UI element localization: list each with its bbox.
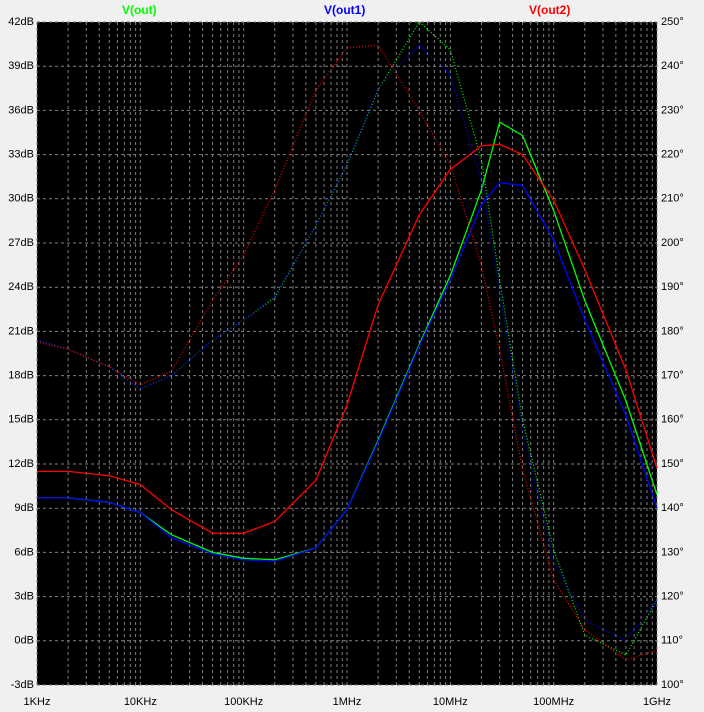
y-tick-label: 33dB <box>8 149 34 161</box>
x-tick-label: 1KHz <box>24 696 51 708</box>
y2-tick-label: 200° <box>661 237 684 249</box>
y2-tick-label: 120° <box>661 591 684 603</box>
legend-entry: V(out) <box>122 3 157 17</box>
magnitude-line <box>37 181 658 562</box>
y-tick-label: 21dB <box>8 325 34 337</box>
y-tick-label: 3dB <box>14 591 34 603</box>
y2-tick-label: 250° <box>661 16 684 28</box>
y-tick-label: 24dB <box>8 281 34 293</box>
y2-tick-label: 230° <box>661 104 684 116</box>
y2-tick-label: 220° <box>661 149 684 161</box>
y2-tick-label: 130° <box>661 546 684 558</box>
y-tick-label: 9dB <box>14 502 34 514</box>
y-tick-label: 18dB <box>8 370 34 382</box>
y2-tick-label: 170° <box>661 370 684 382</box>
y2-tick-label: 160° <box>661 414 684 426</box>
magnitude-line <box>37 143 658 534</box>
y-tick-label: 39dB <box>8 60 34 72</box>
y-tick-label: 36dB <box>8 104 34 116</box>
phase-line <box>36 44 658 642</box>
y2-tick-label: 190° <box>661 281 684 293</box>
x-tick-label: 1GHz <box>643 696 671 708</box>
y2-tick-label: 150° <box>661 458 684 470</box>
y-tick-label: 42dB <box>8 16 34 28</box>
phase-line <box>36 44 658 661</box>
y2-tick-label: 110° <box>661 635 683 647</box>
legend-entry: V(out1) <box>324 3 365 17</box>
x-tick-label: 100MHz <box>533 696 574 708</box>
x-tick-label: 10KHz <box>124 696 157 708</box>
y-tick-label: 0dB <box>14 635 34 647</box>
y2-tick-label: 140° <box>661 502 684 514</box>
y2-tick-label: 100° <box>661 679 684 691</box>
x-tick-label: 1MHz <box>333 696 362 708</box>
y2-tick-label: 210° <box>661 193 684 205</box>
y-tick-label: 15dB <box>8 414 34 426</box>
y-tick-label: 12dB <box>8 458 34 470</box>
y-tick-label: 30dB <box>8 193 34 205</box>
y-tick-label: 27dB <box>8 237 34 249</box>
x-tick-label: 10MHz <box>433 696 468 708</box>
y-tick-label: -3dB <box>11 679 34 691</box>
y2-tick-label: 180° <box>661 325 684 337</box>
y2-tick-label: 240° <box>661 60 684 72</box>
legend-entry: V(out2) <box>529 3 570 17</box>
x-tick-label: 100KHz <box>224 696 263 708</box>
y-tick-label: 6dB <box>14 546 34 558</box>
